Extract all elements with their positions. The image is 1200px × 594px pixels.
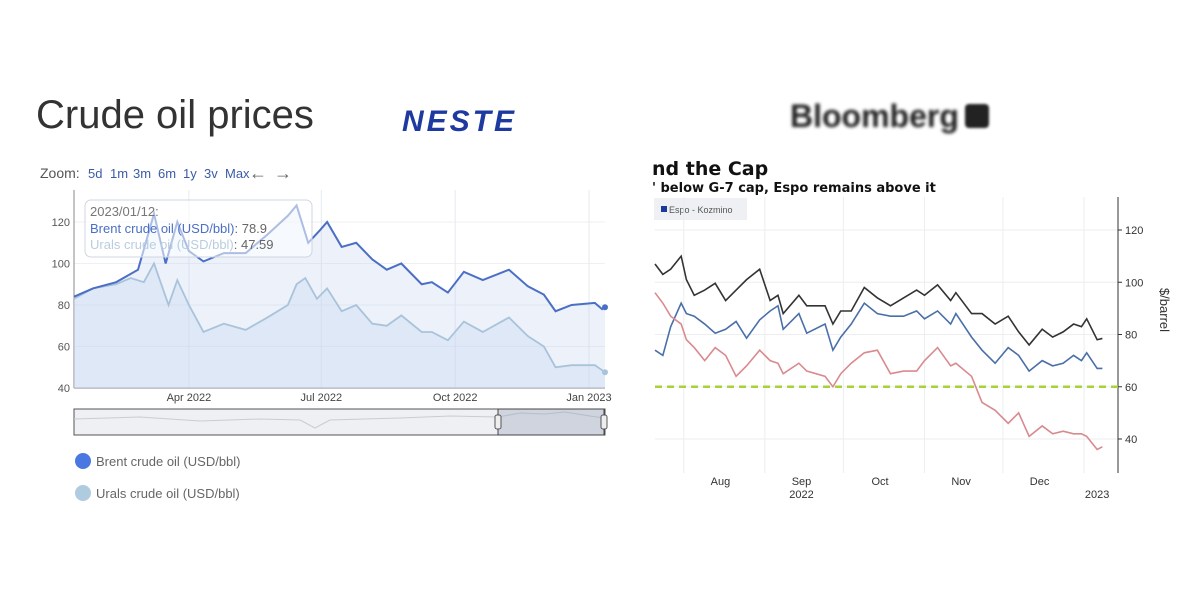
neste-panel: Crude oil prices NESTE Zoom: 5d 1m 3m 6m 1y 3… xyxy=(36,93,612,501)
navigator-selection[interactable] xyxy=(497,408,605,436)
x-tick-label: Jan 2023 xyxy=(566,392,611,404)
x-tick-label: Dec xyxy=(1030,476,1050,488)
zoom-option-1y[interactable]: 1y xyxy=(183,166,197,181)
legend-espo: Espo - Kozmino xyxy=(669,205,733,215)
legend: Brent crude oil (USD/bbl) Urals crude oi… xyxy=(75,453,241,501)
tooltip-box xyxy=(84,199,313,258)
zoom-bar: Zoom: 5d 1m 3m 6m 1y 3v Max ← → xyxy=(40,163,292,183)
tooltip-brent-value: : 78.9 xyxy=(235,221,268,236)
x-tick-label: Nov xyxy=(951,476,971,488)
legend-box xyxy=(654,198,747,220)
tooltip-date: 2023/01/12: xyxy=(90,204,159,219)
y-tick-label: 40 xyxy=(58,383,70,395)
x-tick-label: Jul 2022 xyxy=(301,392,343,404)
legend-brent[interactable]: Brent crude oil (USD/bbl) xyxy=(96,454,241,469)
zoom-option-6m[interactable]: 6m xyxy=(158,166,176,181)
navigator-handle-right[interactable] xyxy=(600,414,608,430)
zoom-option-3v[interactable]: 3v xyxy=(204,166,218,181)
y-tick-label: 120 xyxy=(1125,225,1143,237)
legend-urals-marker[interactable] xyxy=(75,485,91,501)
arrow-left-icon[interactable]: ← xyxy=(249,163,267,183)
y-tick-label: 80 xyxy=(1125,330,1137,342)
data-point xyxy=(602,304,608,311)
zoom-option-5d[interactable]: 5d xyxy=(88,166,102,181)
legend-espo-marker xyxy=(661,206,667,212)
y-tick-label: 60 xyxy=(58,342,70,354)
zoom-option-Max[interactable]: Max xyxy=(225,166,250,181)
navigator-handle-left[interactable] xyxy=(494,414,502,430)
page-title: Crude oil prices xyxy=(36,93,314,137)
black-series-line xyxy=(654,254,1103,347)
series-area-0 xyxy=(74,205,605,388)
zoom-label: Zoom: xyxy=(40,165,80,181)
tooltip-brent-label: Brent crude oil (USD/bbl) xyxy=(90,221,235,236)
tooltip-urals-value: : 47.59 xyxy=(234,237,274,252)
y-tick-label: 100 xyxy=(52,259,70,271)
x-tick-label: Oct 2022 xyxy=(433,392,478,404)
y-tick-label: 120 xyxy=(52,217,70,229)
y-tick-label: 100 xyxy=(1125,277,1143,289)
neste-logo: NESTE xyxy=(402,105,517,138)
zoom-option-3m[interactable]: 3m xyxy=(133,166,151,181)
tooltip-brent: Brent crude oil (USD/bbl): 78.9 xyxy=(90,221,267,236)
navigator-line xyxy=(73,411,605,429)
zoom-option-1m[interactable]: 1m xyxy=(110,166,128,181)
x-tick-label: Aug xyxy=(711,476,731,488)
espo-kozmino-line xyxy=(654,301,1103,373)
bloomberg-logo: Bloomberg xyxy=(790,98,959,134)
red-series-line xyxy=(654,292,1103,451)
x-tick-label: Sep xyxy=(792,476,812,488)
y-tick-label: 80 xyxy=(58,300,70,312)
tooltip-urals: Urals crude oil (USD/bbl): 47.59 xyxy=(90,237,274,252)
legend-urals[interactable]: Urals crude oil (USD/bbl) xyxy=(96,486,240,501)
tooltip: 2023/01/12: Brent crude oil (USD/bbl): 7… xyxy=(84,199,313,258)
series-area-1 xyxy=(74,263,605,388)
y-tick-label: 60 xyxy=(1125,382,1137,394)
chart-title: nd the Cap xyxy=(652,158,768,180)
y-axis-label: $/barrel xyxy=(1157,288,1172,332)
bloomberg-panel: Bloomberg nd the Cap ' below G-7 cap, Es… xyxy=(652,98,1172,501)
chart-subtitle: ' below G-7 cap, Espo remains above it xyxy=(652,181,936,196)
range-navigator[interactable] xyxy=(73,408,608,436)
x-tick-label: Apr 2022 xyxy=(167,392,212,404)
data-point xyxy=(602,369,608,376)
y-tick-label: 40 xyxy=(1125,434,1137,446)
bloomberg-logo-icon xyxy=(965,104,989,128)
x-tick-year-label: 2023 xyxy=(1085,489,1109,501)
legend-brent-marker[interactable] xyxy=(75,453,91,469)
x-tick-year-label: 2022 xyxy=(789,489,813,501)
x-tick-label: Oct xyxy=(871,476,888,488)
arrow-right-icon[interactable]: → xyxy=(274,163,292,183)
tooltip-urals-label: Urals crude oil (USD/bbl) xyxy=(90,237,234,252)
